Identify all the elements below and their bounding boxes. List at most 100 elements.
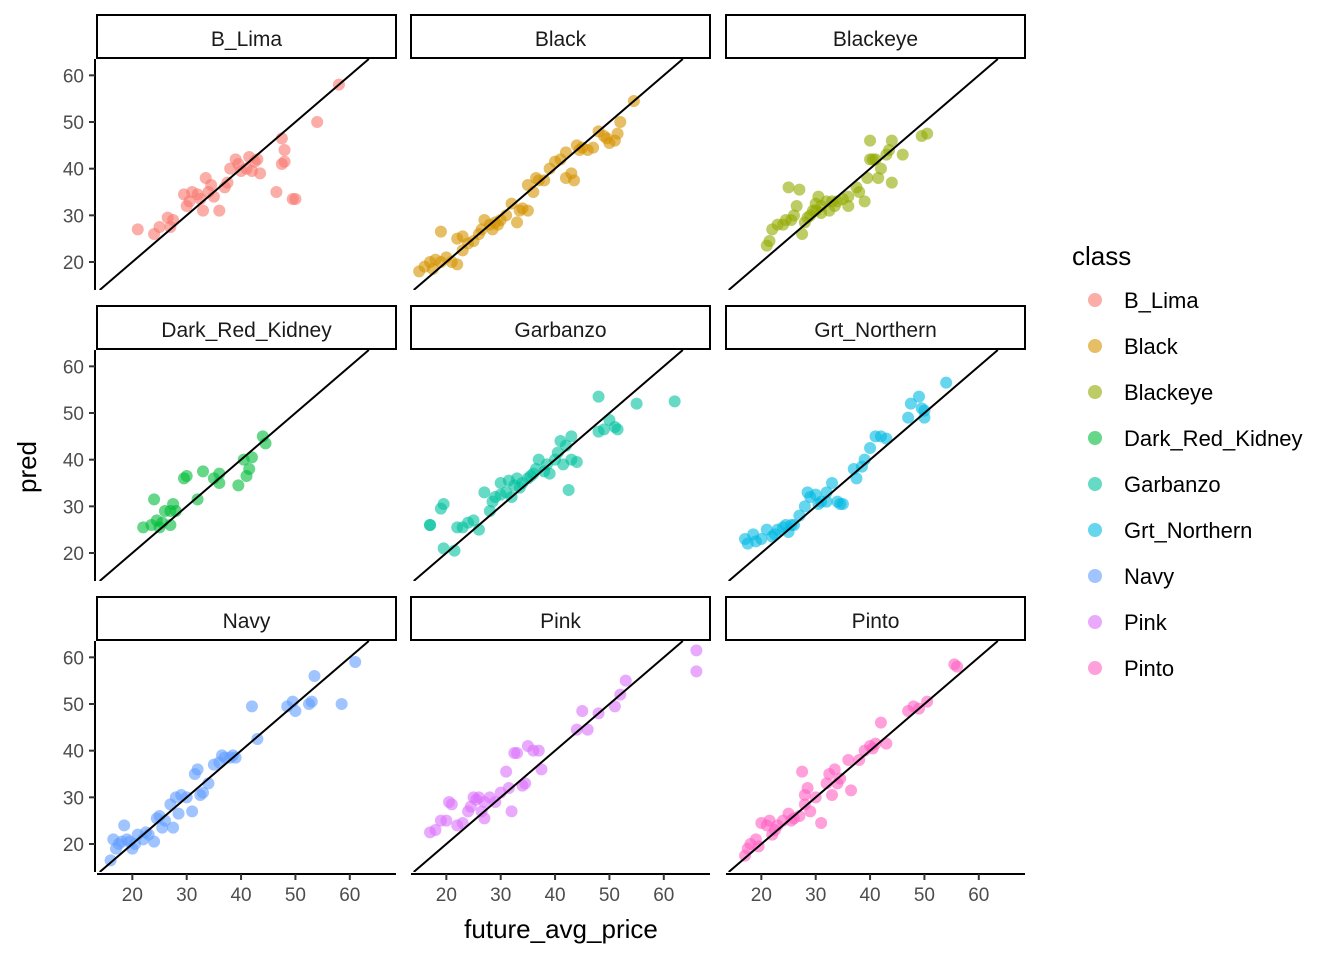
data-point bbox=[592, 390, 605, 403]
strip-background bbox=[96, 596, 397, 641]
legend-key bbox=[1088, 339, 1102, 353]
data-point bbox=[245, 700, 258, 713]
data-point bbox=[940, 376, 953, 389]
legend-title: class bbox=[1072, 241, 1131, 271]
strip-background bbox=[725, 305, 1026, 350]
x-tick-label: 40 bbox=[859, 885, 880, 906]
data-point bbox=[434, 225, 447, 238]
legend-label: Pinto bbox=[1124, 656, 1174, 681]
data-point bbox=[254, 167, 267, 180]
data-point bbox=[167, 214, 180, 226]
data-point bbox=[668, 395, 681, 408]
strip-label: Black bbox=[535, 28, 587, 51]
data-point bbox=[568, 174, 581, 187]
data-point bbox=[172, 807, 185, 820]
data-point bbox=[902, 411, 915, 424]
data-point bbox=[611, 423, 624, 436]
data-point bbox=[904, 397, 917, 410]
data-point bbox=[424, 519, 437, 531]
data-point bbox=[186, 805, 199, 818]
data-point bbox=[880, 432, 893, 445]
data-point bbox=[245, 451, 258, 464]
data-point bbox=[440, 814, 453, 827]
data-point bbox=[782, 181, 795, 194]
legend-key bbox=[1088, 477, 1102, 491]
legend-label: Garbanzo bbox=[1124, 472, 1221, 497]
data-point bbox=[243, 463, 256, 475]
y-tick-label: 50 bbox=[63, 404, 84, 425]
legend-key bbox=[1088, 569, 1102, 583]
data-point bbox=[608, 700, 621, 713]
identity-line bbox=[413, 641, 684, 872]
data-point bbox=[191, 493, 204, 506]
y-tick-label: 40 bbox=[63, 742, 84, 763]
data-point bbox=[511, 216, 524, 229]
data-point bbox=[308, 670, 321, 682]
data-point bbox=[519, 777, 532, 790]
data-point bbox=[451, 258, 464, 271]
x-tick-label: 20 bbox=[122, 885, 143, 906]
data-point bbox=[864, 134, 877, 147]
panel-Garbanzo: Garbanzo bbox=[410, 305, 711, 581]
y-tick-label: 50 bbox=[63, 113, 84, 134]
data-point bbox=[335, 698, 348, 710]
legend-key bbox=[1088, 523, 1102, 537]
data-point bbox=[570, 456, 583, 468]
data-point bbox=[630, 397, 643, 410]
y-tick-label: 60 bbox=[63, 648, 84, 669]
data-point bbox=[619, 674, 632, 687]
data-point bbox=[521, 204, 534, 217]
strip-label: Pink bbox=[540, 610, 581, 633]
data-point bbox=[885, 134, 898, 147]
strip-label: Pinto bbox=[852, 610, 900, 633]
data-point bbox=[858, 195, 871, 208]
data-point bbox=[197, 786, 210, 799]
y-tick-label: 40 bbox=[63, 451, 84, 472]
data-point bbox=[918, 404, 931, 417]
data-point bbox=[502, 782, 515, 794]
x-tick-label: 30 bbox=[805, 885, 826, 906]
data-point bbox=[500, 765, 513, 778]
legend-label: Dark_Red_Kidney bbox=[1124, 426, 1303, 451]
data-point bbox=[921, 127, 934, 140]
data-point bbox=[278, 144, 291, 156]
data-point bbox=[845, 784, 858, 797]
y-tick-label: 50 bbox=[63, 695, 84, 716]
strip-label: Garbanzo bbox=[514, 319, 606, 342]
data-point bbox=[864, 442, 877, 454]
y-tick-label: 30 bbox=[63, 788, 84, 809]
strip-label: Grt_Northern bbox=[814, 319, 937, 342]
data-point bbox=[828, 763, 841, 776]
y-tick-label: 20 bbox=[63, 253, 84, 274]
y-tick-label: 20 bbox=[63, 835, 84, 856]
data-point bbox=[850, 472, 863, 485]
data-point bbox=[587, 141, 600, 154]
x-tick-label: 20 bbox=[436, 885, 457, 906]
data-point bbox=[826, 477, 839, 489]
legend-label: Grt_Northern bbox=[1124, 518, 1252, 543]
x-tick-label: 60 bbox=[339, 885, 360, 906]
data-point bbox=[289, 193, 302, 205]
data-point bbox=[305, 695, 318, 708]
points bbox=[131, 78, 345, 240]
y-tick-label: 20 bbox=[63, 544, 84, 565]
data-point bbox=[576, 705, 589, 717]
points bbox=[413, 95, 640, 278]
legend-label: Blackeye bbox=[1124, 380, 1213, 405]
data-point bbox=[221, 176, 234, 189]
legend-key bbox=[1088, 293, 1102, 307]
legend-label: B_Lima bbox=[1124, 288, 1199, 313]
data-point bbox=[834, 772, 847, 785]
identity-line bbox=[413, 350, 684, 581]
panels-group: B_Lima 20 30 40 50 60 Black Blackeye Dark_Red_Ki… bbox=[63, 14, 1026, 906]
data-point bbox=[793, 183, 806, 196]
identity-line bbox=[99, 641, 370, 872]
legend-key bbox=[1088, 385, 1102, 399]
data-point bbox=[581, 723, 594, 736]
data-point bbox=[213, 204, 226, 217]
data-point bbox=[804, 805, 817, 818]
points bbox=[424, 644, 703, 839]
data-point bbox=[690, 644, 703, 657]
data-point bbox=[445, 798, 458, 811]
data-point bbox=[183, 195, 196, 208]
